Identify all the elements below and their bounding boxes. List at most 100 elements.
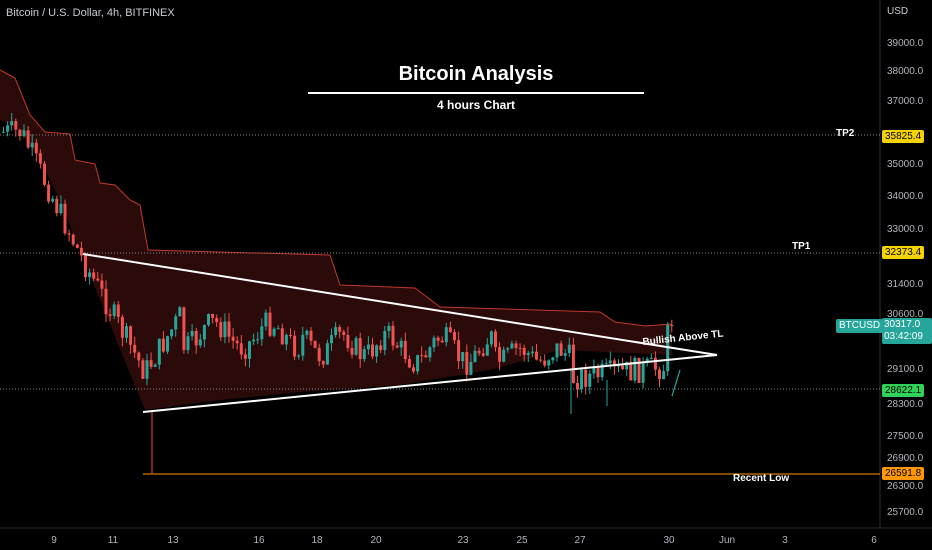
candle-body [518, 347, 522, 349]
candle-body [55, 198, 59, 214]
candle-body [280, 328, 284, 345]
candle-body [141, 360, 145, 379]
y-tick-label: 30600.0 [887, 309, 924, 320]
candle-body [637, 357, 641, 383]
title-underline [308, 92, 644, 94]
candle-body [522, 347, 526, 355]
candle-body [84, 255, 87, 278]
candle-body [412, 367, 415, 372]
candle-body [432, 337, 436, 348]
candle-body [166, 336, 169, 352]
candle-body [248, 341, 251, 359]
candle-body [145, 360, 149, 379]
candle-body [440, 340, 444, 343]
candle-body [92, 272, 96, 279]
x-tick-label: 27 [574, 535, 586, 546]
y-tick-label: 38000.0 [887, 66, 924, 77]
candle-body [608, 360, 612, 364]
chart-title: Bitcoin Analysis [398, 63, 554, 85]
candle-body [535, 351, 538, 360]
candle-body [342, 331, 346, 336]
candle-body [317, 347, 321, 362]
candle-body [137, 352, 141, 361]
candle-body [453, 332, 456, 341]
candle-body [526, 353, 530, 355]
candle-body [645, 359, 649, 363]
candle-body [658, 369, 661, 380]
candle-body [30, 142, 34, 148]
projection-arrow [671, 369, 681, 397]
candle-body [457, 340, 461, 362]
y-tick-label: 27500.0 [887, 431, 924, 442]
candle-body [10, 121, 14, 126]
tp1-price-tag: 32373.4 [882, 246, 925, 259]
candle-body [190, 330, 194, 337]
candle-body [489, 331, 493, 345]
support-price-tag: 28622.1 [882, 384, 925, 397]
candle-body [555, 343, 559, 358]
upper-trendline [82, 253, 718, 356]
candle-body [592, 366, 596, 374]
candle-body [2, 131, 5, 133]
candle-body [313, 340, 317, 348]
candle-body [219, 322, 223, 338]
candle-body [301, 334, 305, 356]
candle-body [580, 369, 584, 390]
candle-body [38, 153, 42, 164]
candle-body [641, 362, 645, 383]
candle-body [514, 343, 518, 348]
candle-body [358, 338, 362, 360]
candle-body [567, 344, 571, 354]
candle-body [576, 382, 579, 390]
y-tick-label: 39000.0 [887, 38, 924, 49]
x-tick-label: 6 [871, 535, 877, 546]
candle-body [338, 327, 342, 332]
candle-body [403, 340, 407, 360]
x-tick-label: 23 [457, 535, 469, 546]
candle-body [571, 344, 575, 383]
candle-body [600, 363, 604, 378]
x-tick-label: 3 [782, 535, 788, 546]
candle-body [88, 272, 92, 278]
symbol-header: Bitcoin / U.S. Dollar, 4h, BITFINEX [6, 7, 175, 19]
candle-body [223, 321, 227, 338]
tp2-price-tag: 35825.4 [882, 130, 925, 143]
candle-body [584, 369, 588, 387]
candle-body [309, 330, 313, 341]
candle-body [498, 347, 502, 362]
candle-body [96, 278, 100, 281]
candle-body [47, 184, 51, 202]
candle-body [325, 343, 329, 365]
candle-body [473, 350, 477, 363]
x-tick-label: Jun [719, 535, 735, 546]
candle-body [51, 198, 55, 202]
candle-body [547, 360, 551, 366]
y-tick-label: 29100.0 [887, 364, 924, 375]
candle-body [653, 357, 657, 370]
x-tick-label: 11 [108, 535, 119, 546]
candle-body [448, 327, 452, 333]
candle-body [485, 344, 489, 356]
candle-body [502, 349, 506, 362]
candle-body [260, 326, 264, 340]
candle-body [161, 338, 165, 352]
candle-body [22, 130, 26, 137]
candle-body [289, 334, 292, 336]
candle-body [596, 366, 600, 378]
candle-body [621, 365, 625, 370]
low-price-tag: 26591.8 [882, 467, 925, 480]
x-tick-label: 25 [516, 535, 528, 546]
candle-body [334, 327, 338, 336]
candle-body [100, 280, 104, 289]
candle-body [461, 352, 465, 362]
candle-body [133, 344, 137, 353]
candle-body [469, 362, 473, 375]
candle-body [539, 359, 543, 361]
candle-body [510, 343, 514, 349]
candle-body [202, 325, 206, 340]
y-tick-label: 26900.0 [887, 453, 924, 464]
x-tick-label: 20 [370, 535, 382, 546]
candle-body [112, 304, 116, 316]
candle-body [276, 328, 280, 330]
